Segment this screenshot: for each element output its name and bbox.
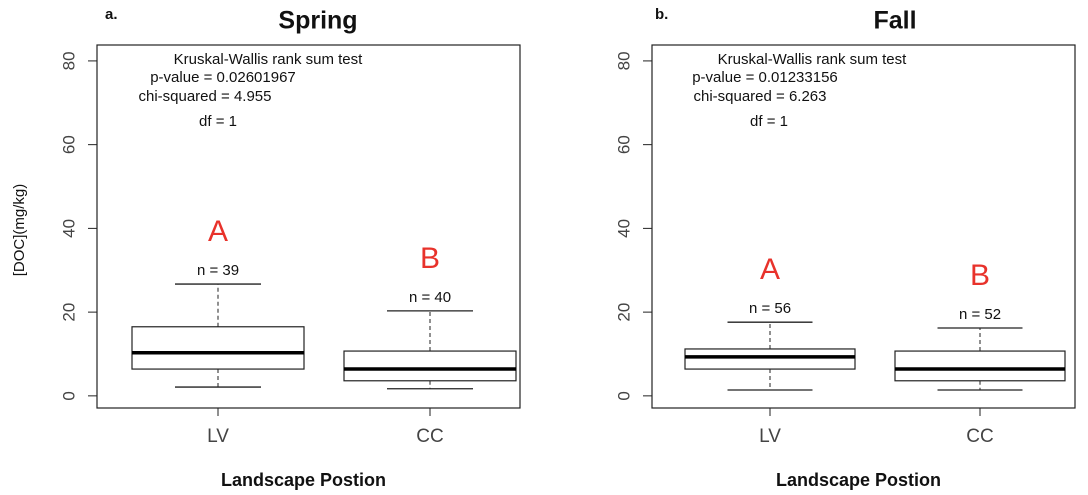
panel-label: a. (105, 6, 118, 23)
y-tick-label: 40 (59, 219, 78, 238)
group-letter: B (970, 259, 990, 292)
n-label: n = 52 (959, 306, 1001, 323)
group-letter: B (420, 242, 440, 275)
x-tick-label: CC (416, 426, 443, 447)
y-tick-label: 20 (59, 303, 78, 322)
plot-frame (651, 44, 1076, 409)
y-tick-label: 20 (614, 303, 633, 322)
box (684, 348, 856, 370)
chart-title: Fall (873, 7, 916, 35)
box (131, 326, 305, 370)
group-letter: A (208, 215, 228, 248)
n-label: n = 56 (749, 300, 791, 317)
plot-frame (96, 44, 521, 409)
y-tick-label: 0 (59, 391, 78, 400)
y-tick-label: 60 (614, 135, 633, 154)
annotation: df = 1 (199, 113, 237, 130)
n-label: n = 39 (197, 262, 239, 279)
n-label: n = 40 (409, 289, 451, 306)
annotation: p-value = 0.02601967 (150, 69, 296, 86)
x-tick-label: LV (207, 426, 229, 447)
annotation: Kruskal-Wallis rank sum test (174, 51, 363, 68)
y-axis-label: [DOC](mg/kg) (11, 184, 28, 277)
annotation: df = 1 (750, 113, 788, 130)
annotation: chi-squared = 4.955 (138, 88, 271, 105)
y-tick-label: 80 (59, 51, 78, 70)
panel-label: b. (655, 6, 668, 23)
y-tick-label: 80 (614, 51, 633, 70)
y-tick-label: 40 (614, 219, 633, 238)
chart-title: Spring (278, 7, 357, 35)
y-tick-label: 0 (614, 391, 633, 400)
x-tick-label: LV (759, 426, 781, 447)
x-axis-label: Landscape Postion (221, 470, 386, 490)
x-axis-label: Landscape Postion (776, 470, 941, 490)
group-letter: A (760, 253, 780, 286)
box (343, 350, 517, 382)
x-tick-label: CC (966, 426, 993, 447)
box (894, 350, 1066, 382)
y-tick-label: 60 (59, 135, 78, 154)
annotation: p-value = 0.01233156 (692, 69, 838, 86)
annotation: chi-squared = 6.263 (693, 88, 826, 105)
annotation: Kruskal-Wallis rank sum test (718, 51, 907, 68)
